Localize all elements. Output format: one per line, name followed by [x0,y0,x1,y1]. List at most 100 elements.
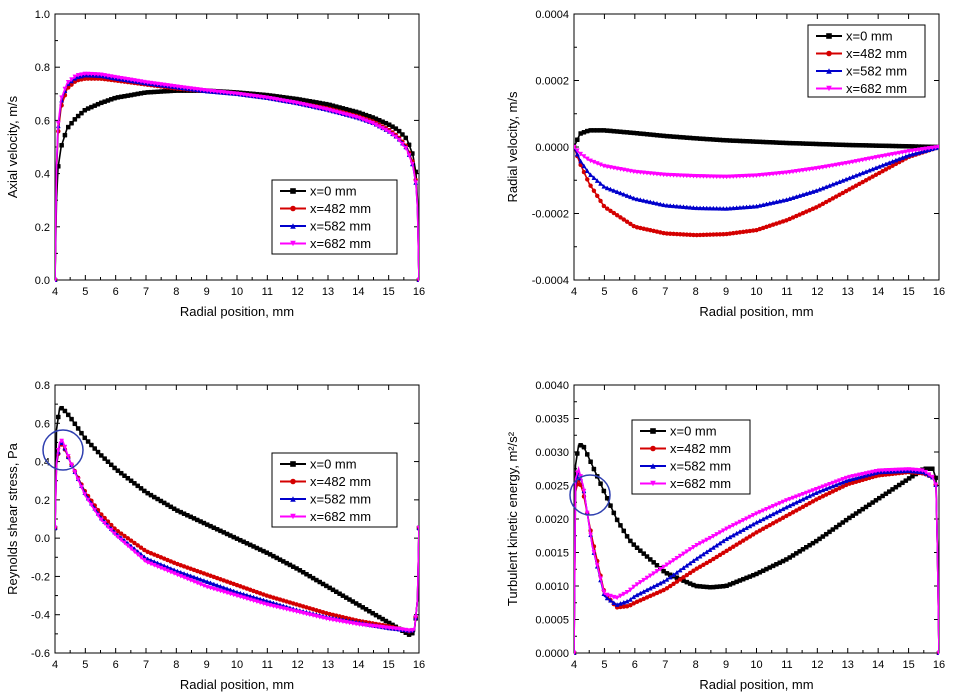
y-axis: 0.0000 0.0005 0.0010 0.0015 0.0020 0.0025 0.00… [535,380,939,660]
y-tick-label: 0.0004 [535,9,569,21]
y-tick-label: 0.0025 [535,481,569,493]
y-tick-label: -0.4 [31,610,50,622]
chart-panel-3: 4 5 6 7 8 9 10 11 12 13 14 15 16 -0.6 -0.4 -0.2 0.0 0.2 0.… [5,380,425,692]
x-tick-label: 11 [781,659,792,671]
legend-label: x=482 mm [670,441,731,456]
x-tick-label: 4 [571,286,577,298]
legend-marker [290,478,296,485]
x-tick-label: 7 [662,659,668,671]
y-tick-label: 0.0020 [535,514,569,526]
x-tick-label: 12 [292,286,304,298]
x-axis: 4 5 6 7 8 9 10 11 12 13 14 15 16 [571,14,945,298]
x-tick-label: 11 [262,659,273,671]
x-tick-label: 16 [413,659,425,671]
chart-panel-2: 4 5 6 7 8 9 10 11 12 13 14 15 16 -0.0004 -0.0002 0.0000… [505,9,945,319]
annotation-circle [42,429,84,471]
y-tick-label: 0.0005 [535,615,569,627]
y-axis-label: Radial velocity, m/s [505,91,520,203]
legend: x=0 mm x=482 mm x=582 mm x=682 mm [271,179,398,255]
series-markers-2 [574,469,939,655]
series-markers-3 [574,468,939,655]
legend-marker [290,513,296,520]
x-tick-label: 8 [693,286,699,298]
legend-label: x=682 mm [846,81,907,96]
x-tick-label: 7 [662,286,668,298]
series-markers-1 [574,128,939,150]
series-group [574,443,939,655]
legend-label: x=0 mm [670,424,717,439]
x-axis-label: Radial position, mm [699,304,813,319]
y-tick-label: 0.0035 [535,414,569,426]
x-tick-label: 6 [632,286,638,298]
y-tick-label: -0.0004 [532,275,569,287]
y-tick-label: 0.0 [35,275,50,287]
legend-marker [650,463,656,469]
x-tick-label: 9 [723,659,729,671]
x-tick-label: 13 [842,659,854,671]
x-tick-label: 9 [204,286,210,298]
x-tick-label: 12 [811,659,823,671]
x-axis: 4 5 6 7 8 9 10 11 12 13 14 15 16 [571,385,945,671]
legend-label: x=582 mm [846,64,907,79]
y-axis-label: Axial velocity, m/s [5,95,20,198]
x-tick-label: 5 [601,659,607,671]
y-axis-label: Turbulent kinetic energy, m²/s² [505,431,520,606]
y-tick-label: 1.0 [35,9,50,21]
x-tick-label: 7 [143,659,149,671]
x-axis: 4 5 6 7 8 9 10 11 12 13 14 15 16 [52,14,425,298]
x-tick-label: 10 [750,286,762,298]
x-tick-label: 15 [383,286,395,298]
y-tick-label: 0.8 [35,62,50,74]
legend-marker [290,205,296,212]
x-tick-label: 5 [82,286,88,298]
y-tick-label: 0.0010 [535,581,569,593]
x-tick-label: 10 [231,659,243,671]
x-tick-label: 16 [933,286,945,298]
x-axis: 4 5 6 7 8 9 10 11 12 13 14 15 16 [52,385,425,671]
legend-marker [650,428,656,434]
y-tick-label: 0.0000 [535,648,569,660]
series-markers-4 [574,144,939,180]
series-markers-4 [55,438,419,634]
x-tick-label: 12 [811,286,823,298]
legend-marker [290,461,296,467]
x-tick-label: 9 [204,659,210,671]
series-markers-4 [55,71,419,282]
x-tick-label: 11 [262,286,273,298]
legend-label: x=582 mm [310,492,371,507]
y-axis: -0.0004 -0.0002 0.0000 0.0002 0.0004 [532,9,939,287]
annotation-circle [569,474,611,516]
legend-marker [290,223,296,229]
legend-label: x=682 mm [310,236,371,251]
series-markers-2 [574,144,939,238]
x-tick-label: 5 [601,286,607,298]
x-tick-label: 8 [693,659,699,671]
y-tick-label: 0.8 [35,380,50,392]
chart-panel-4: 4 5 6 7 8 9 10 11 12 13 14 15 160.00000.00050.00100.… [505,380,945,692]
x-tick-label: 15 [383,659,395,671]
legend-marker [826,50,832,57]
x-axis-label: Radial position, mm [180,304,294,319]
series-group [55,405,419,637]
plot-frame [573,384,940,654]
y-tick-label: 0.0040 [535,380,569,392]
series-markers-1 [574,443,939,655]
y-tick-label: -0.0002 [532,209,569,221]
legend: x=0 mm x=482 mm x=582 mm x=682 mm [271,452,398,528]
legend-label: x=0 mm [846,29,893,44]
y-axis-label: Reynolds shear stress, Pa [5,442,20,595]
y-tick-label: 0.6 [35,418,50,430]
x-tick-label: 4 [52,659,58,671]
legend: x=0 mm x=482 mm x=582 mm x=682 mm [807,24,926,98]
series-group [55,71,419,282]
legend-marker [826,68,832,74]
legend-label: x=682 mm [310,509,371,524]
legend-label: x=482 mm [310,474,371,489]
x-tick-label: 10 [750,659,762,671]
series-line-2 [574,471,939,654]
x-tick-label: 8 [173,659,179,671]
legend-marker [650,445,656,452]
x-tick-label: 6 [632,659,638,671]
x-tick-label: 13 [322,286,334,298]
